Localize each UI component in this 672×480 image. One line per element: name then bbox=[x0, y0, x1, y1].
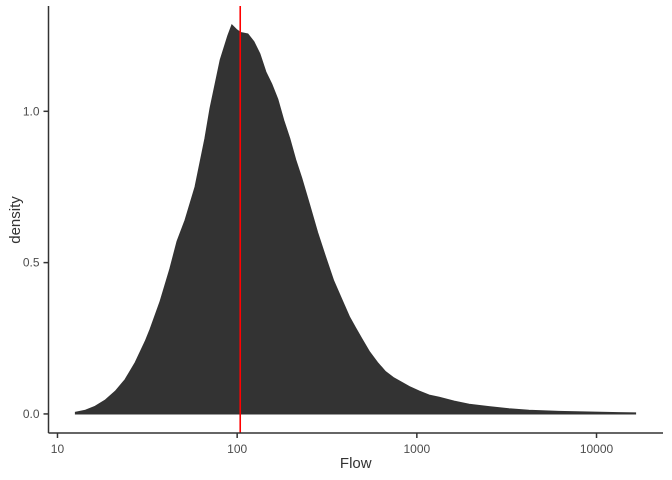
y-tick-label: 0.0 bbox=[23, 407, 40, 421]
density-area-layer bbox=[74, 24, 637, 415]
x-tick-label: 1000 bbox=[403, 442, 430, 456]
axes-layer: 10 100 1000 10000 0.0 0.5 1.0 bbox=[23, 6, 663, 456]
density-area bbox=[74, 24, 637, 415]
x-tick-label: 10000 bbox=[580, 442, 614, 456]
y-tick-label: 1.0 bbox=[23, 104, 40, 118]
x-axis-title: Flow bbox=[340, 455, 372, 472]
x-tick-label: 100 bbox=[227, 442, 247, 456]
x-tick-label: 10 bbox=[51, 442, 65, 456]
y-axis-title: density bbox=[7, 196, 24, 244]
y-tick-label: 0.5 bbox=[23, 256, 40, 270]
